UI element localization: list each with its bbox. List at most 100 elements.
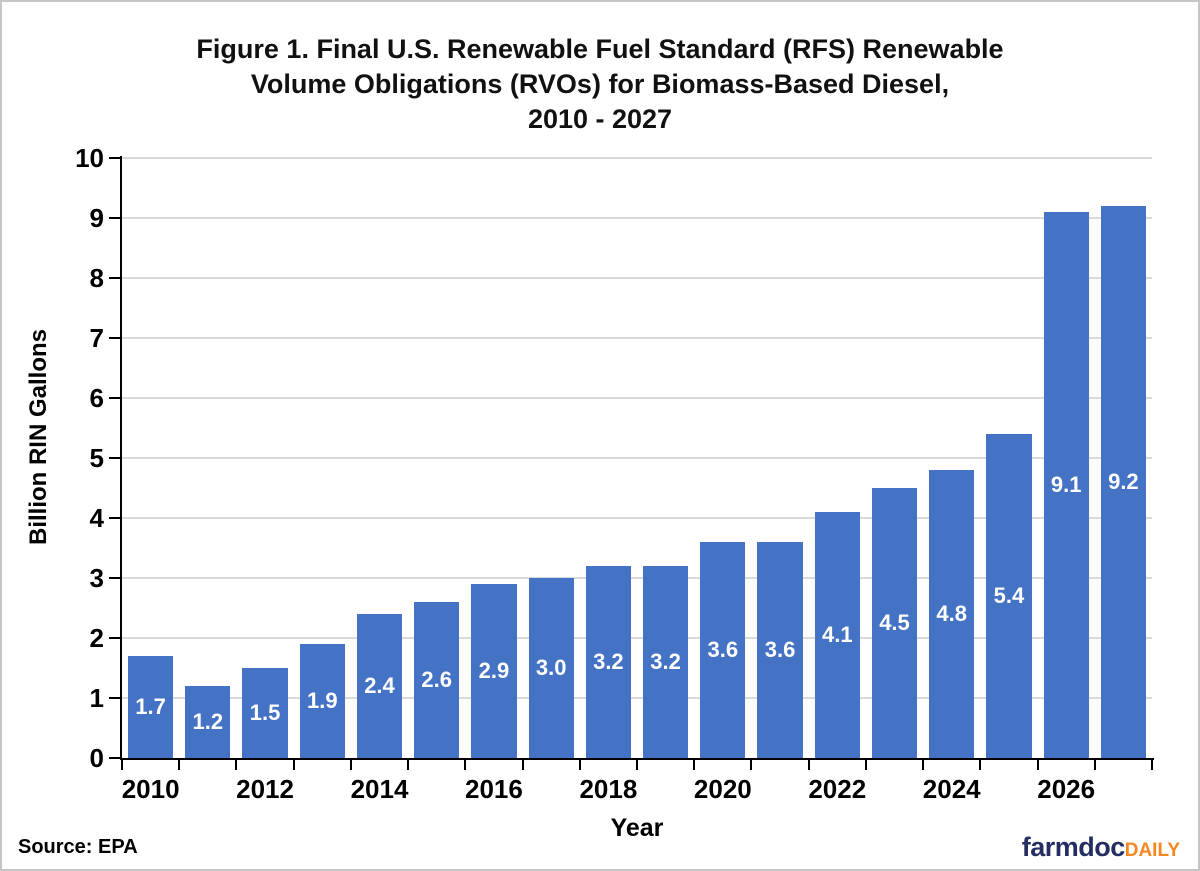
h-gridline — [122, 337, 1152, 339]
y-tick-label: 5 — [89, 443, 104, 473]
h-gridline — [122, 277, 1152, 279]
plot-area: 0 1 2 3 4 5 6 7 8 9 10 1.7 1.2 1.5 1.9 2.4 2.6 2.9 3.0 3.2 3… — [75, 143, 1154, 804]
bar: 2.6 — [414, 602, 460, 758]
y-axis-tick — [109, 697, 120, 699]
bar: 5.4 — [986, 434, 1032, 758]
x-tick-label: 2024 — [922, 774, 981, 804]
bar: 1.2 — [185, 686, 231, 758]
x-axis-tick — [922, 760, 925, 770]
x-axis-line — [120, 758, 1154, 760]
bar-value-label: 4.8 — [936, 601, 967, 626]
bar-value-label: 3.2 — [650, 649, 681, 674]
bar: 1.5 — [242, 668, 288, 758]
x-axis-tick — [521, 760, 524, 770]
bar-value-label: 1.7 — [135, 694, 166, 719]
y-tick-label: 3 — [89, 563, 104, 593]
logo-farmdoc-text: farmdoc — [1021, 832, 1126, 862]
x-axis-tick — [292, 760, 295, 770]
bar-value-label: 5.4 — [993, 583, 1025, 608]
h-gridline — [122, 397, 1152, 399]
bar: 3.2 — [643, 566, 689, 758]
y-axis-tick — [109, 577, 120, 579]
y-axis-tick — [109, 457, 120, 459]
bar-value-label: 9.2 — [1108, 469, 1139, 494]
x-axis-tick — [750, 760, 753, 770]
h-gridline — [122, 697, 1152, 699]
x-axis-tick — [636, 760, 638, 770]
h-gridline — [122, 577, 1152, 579]
x-axis-tick — [464, 760, 467, 770]
bar-value-label: 1.2 — [192, 709, 224, 734]
bar: 9.2 — [1100, 206, 1146, 758]
x-tick-label: 2022 — [808, 774, 867, 804]
x-axis-tick — [1093, 760, 1096, 770]
y-axis-line — [120, 156, 122, 760]
bar-value-label: 3.6 — [764, 637, 796, 662]
bar-value-label: 4.1 — [821, 622, 853, 647]
bar: 9.1 — [1043, 212, 1089, 758]
y-axis-tick — [109, 157, 120, 159]
x-tick-label: 2020 — [693, 774, 752, 804]
x-axis-tick — [693, 760, 696, 770]
y-axis-title: Billion RIN Gallons — [25, 329, 52, 546]
y-tick-label: 2 — [89, 623, 104, 653]
bar: 3.2 — [585, 566, 631, 758]
y-tick-label: 0 — [89, 743, 104, 773]
y-axis-tick — [109, 637, 120, 639]
h-gridline — [122, 457, 1152, 459]
x-tick-label: 2012 — [236, 774, 294, 804]
bar-value-label: 1.9 — [306, 688, 338, 713]
bar: 2.9 — [471, 584, 517, 758]
bar: 3.6 — [700, 542, 746, 758]
y-tick-label: 6 — [89, 383, 104, 413]
x-tick-label: 2010 — [121, 774, 180, 804]
x-axis-tick — [979, 760, 982, 770]
h-gridline — [122, 217, 1152, 219]
x-axis-tick — [864, 760, 867, 770]
x-axis-tick — [121, 760, 123, 770]
x-axis-tick — [807, 760, 810, 770]
y-tick-label: 7 — [89, 323, 104, 353]
h-gridline — [122, 637, 1152, 639]
y-axis-tick — [109, 337, 120, 339]
farmdoc-daily-logo: farmdoc DAILY — [1022, 832, 1180, 863]
y-tick-label: 9 — [89, 203, 104, 233]
x-tick-label: 2016 — [465, 774, 523, 804]
y-tick-label: 10 — [75, 143, 104, 173]
chart-title-line-3: 2010 - 2027 — [527, 104, 673, 134]
x-tick-label: 2014 — [350, 774, 409, 804]
bar: 4.5 — [871, 488, 918, 758]
bar-value-label: 4.5 — [879, 610, 910, 635]
y-axis-tick — [109, 757, 120, 759]
bar-value-label: 1.5 — [249, 700, 281, 725]
y-tick-label: 4 — [89, 503, 104, 533]
h-gridline — [122, 517, 1152, 519]
bar-value-label: 3.0 — [535, 655, 567, 680]
x-axis-tick — [349, 760, 352, 770]
x-axis-tick — [407, 760, 410, 770]
bar: 1.7 — [128, 656, 174, 758]
y-axis-tick — [109, 397, 120, 399]
x-tick-label: 2018 — [579, 774, 638, 804]
bar-value-label: 9.1 — [1050, 472, 1082, 497]
y-tick-label: 8 — [89, 263, 104, 293]
bar-value-label: 3.2 — [593, 649, 624, 674]
bar: 3.0 — [528, 578, 574, 758]
bar: 4.1 — [814, 512, 860, 758]
x-axis-tick — [1036, 760, 1039, 770]
x-axis-tick — [1151, 760, 1153, 770]
bar: 2.4 — [356, 614, 403, 758]
bar-value-label: 3.6 — [707, 637, 739, 662]
bar: 1.9 — [299, 644, 345, 758]
chart-title-line-2: Volume Obligations (RVOs) for Biomass-Ba… — [250, 69, 950, 99]
y-axis-tick — [109, 517, 120, 519]
bar: 3.6 — [757, 542, 803, 758]
bar-value-label: 2.6 — [421, 667, 452, 692]
x-tick-label: 2026 — [1037, 774, 1096, 804]
x-axis-tick — [178, 760, 181, 770]
x-axis-tick — [235, 760, 238, 770]
y-axis-tick — [109, 277, 120, 279]
bar-value-label: 2.4 — [364, 673, 395, 698]
bar: 4.8 — [929, 470, 975, 758]
